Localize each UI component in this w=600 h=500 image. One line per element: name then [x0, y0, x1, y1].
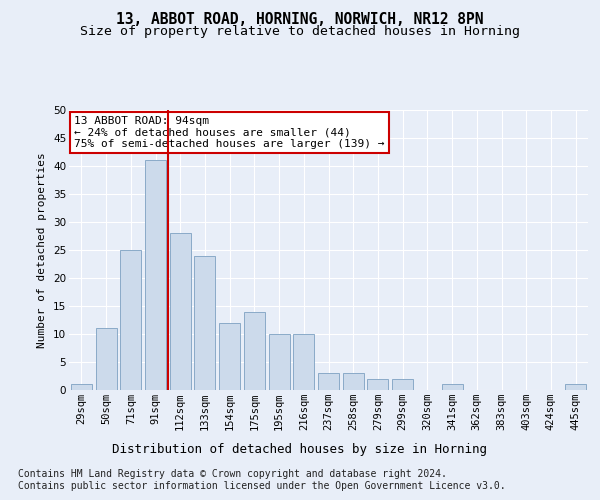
Text: Contains public sector information licensed under the Open Government Licence v3: Contains public sector information licen…	[18, 481, 506, 491]
Bar	[145, 160, 166, 390]
Text: Contains HM Land Registry data © Crown copyright and database right 2024.: Contains HM Land Registry data © Crown c…	[18, 469, 447, 479]
Text: Size of property relative to detached houses in Horning: Size of property relative to detached ho…	[80, 25, 520, 38]
Bar	[367, 379, 388, 390]
Bar	[170, 233, 191, 390]
Bar	[219, 323, 240, 390]
Text: Distribution of detached houses by size in Horning: Distribution of detached houses by size …	[113, 442, 487, 456]
Bar	[120, 250, 141, 390]
Bar	[244, 312, 265, 390]
Bar	[95, 328, 116, 390]
Bar	[71, 384, 92, 390]
Text: 13, ABBOT ROAD, HORNING, NORWICH, NR12 8PN: 13, ABBOT ROAD, HORNING, NORWICH, NR12 8…	[116, 12, 484, 28]
Bar	[392, 379, 413, 390]
Y-axis label: Number of detached properties: Number of detached properties	[37, 152, 47, 348]
Bar	[442, 384, 463, 390]
Bar	[293, 334, 314, 390]
Text: 13 ABBOT ROAD: 94sqm
← 24% of detached houses are smaller (44)
75% of semi-detac: 13 ABBOT ROAD: 94sqm ← 24% of detached h…	[74, 116, 385, 149]
Bar	[269, 334, 290, 390]
Bar	[565, 384, 586, 390]
Bar	[318, 373, 339, 390]
Bar	[194, 256, 215, 390]
Bar	[343, 373, 364, 390]
